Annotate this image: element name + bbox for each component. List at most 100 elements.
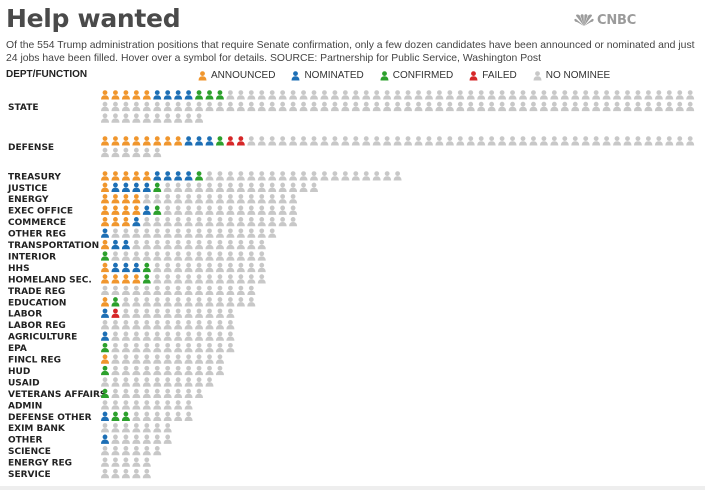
person-symbol-none[interactable] [299, 171, 308, 181]
person-symbol-none[interactable] [310, 136, 318, 146]
person-symbol-none[interactable] [257, 239, 266, 250]
person-symbol-none[interactable] [613, 136, 622, 146]
person-symbol-nominated[interactable] [195, 136, 204, 146]
person-symbol-none[interactable] [101, 101, 109, 112]
person-symbol-none[interactable] [581, 90, 590, 100]
person-symbol-announced[interactable] [101, 262, 109, 273]
person-symbol-announced[interactable] [101, 90, 109, 100]
person-symbol-none[interactable] [278, 217, 287, 227]
person-symbol-none[interactable] [341, 90, 350, 100]
person-symbol-none[interactable] [132, 251, 141, 261]
person-symbol-none[interactable] [257, 136, 266, 146]
person-symbol-none[interactable] [236, 239, 245, 250]
person-symbol-none[interactable] [142, 217, 151, 227]
person-symbol-announced[interactable] [142, 171, 151, 181]
person-symbol-none[interactable] [550, 101, 559, 112]
person-symbol-none[interactable] [665, 90, 674, 100]
person-symbol-none[interactable] [132, 331, 141, 341]
person-symbol-none[interactable] [393, 101, 402, 112]
person-symbol-none[interactable] [121, 101, 130, 112]
person-symbol-none[interactable] [132, 400, 141, 410]
person-symbol-none[interactable] [341, 136, 350, 146]
person-symbol-none[interactable] [132, 239, 141, 250]
person-symbol-none[interactable] [153, 297, 162, 307]
person-symbol-none[interactable] [163, 205, 172, 215]
person-symbol-none[interactable] [362, 101, 371, 112]
person-symbol-none[interactable] [184, 377, 193, 387]
person-symbol-none[interactable] [215, 239, 224, 250]
person-symbol-none[interactable] [101, 446, 109, 456]
person-symbol-none[interactable] [508, 90, 517, 100]
person-symbol-none[interactable] [174, 285, 183, 295]
person-symbol-none[interactable] [592, 101, 601, 112]
person-symbol-nominated[interactable] [205, 136, 214, 146]
person-symbol-none[interactable] [195, 274, 204, 284]
person-symbol-none[interactable] [508, 101, 517, 112]
person-symbol-none[interactable] [101, 468, 109, 479]
person-symbol-none[interactable] [184, 297, 193, 307]
person-symbol-none[interactable] [310, 182, 318, 192]
person-symbol-none[interactable] [236, 101, 245, 112]
person-symbol-none[interactable] [111, 228, 120, 238]
person-symbol-none[interactable] [153, 251, 162, 261]
person-symbol-announced[interactable] [101, 217, 109, 227]
person-symbol-none[interactable] [121, 446, 130, 456]
person-symbol-none[interactable] [174, 228, 183, 238]
person-symbol-none[interactable] [163, 400, 172, 410]
person-symbol-none[interactable] [686, 136, 695, 146]
person-symbol-none[interactable] [132, 297, 141, 307]
person-symbol-none[interactable] [330, 90, 339, 100]
person-symbol-none[interactable] [644, 136, 653, 146]
person-symbol-confirmed[interactable] [101, 365, 109, 376]
person-symbol-none[interactable] [226, 205, 235, 215]
person-symbol-none[interactable] [184, 354, 193, 364]
person-symbol-none[interactable] [226, 194, 235, 204]
person-symbol-none[interactable] [487, 101, 496, 112]
person-symbol-none[interactable] [111, 423, 120, 433]
person-symbol-none[interactable] [330, 136, 339, 146]
person-symbol-none[interactable] [215, 182, 224, 192]
person-symbol-none[interactable] [372, 136, 381, 146]
person-symbol-none[interactable] [184, 342, 193, 353]
person-symbol-none[interactable] [153, 365, 162, 376]
person-symbol-none[interactable] [665, 136, 674, 146]
person-symbol-announced[interactable] [101, 136, 109, 146]
person-symbol-none[interactable] [257, 194, 266, 204]
person-symbol-none[interactable] [539, 101, 548, 112]
person-symbol-none[interactable] [226, 285, 235, 295]
person-symbol-none[interactable] [195, 297, 204, 307]
person-symbol-none[interactable] [142, 285, 151, 295]
person-symbol-none[interactable] [205, 262, 214, 273]
person-symbol-none[interactable] [581, 101, 590, 112]
person-symbol-none[interactable] [174, 331, 183, 341]
person-symbol-none[interactable] [132, 457, 141, 467]
person-symbol-none[interactable] [424, 101, 433, 112]
person-symbol-none[interactable] [560, 101, 569, 112]
person-symbol-none[interactable] [111, 388, 120, 399]
person-symbol-none[interactable] [184, 262, 193, 273]
person-symbol-none[interactable] [121, 377, 130, 387]
person-symbol-none[interactable] [247, 182, 256, 192]
person-symbol-none[interactable] [330, 101, 339, 112]
person-symbol-none[interactable] [205, 205, 214, 215]
person-symbol-none[interactable] [163, 274, 172, 284]
person-symbol-nominated[interactable] [184, 171, 193, 181]
person-symbol-none[interactable] [226, 171, 235, 181]
person-symbol-none[interactable] [289, 182, 298, 192]
person-symbol-none[interactable] [205, 320, 214, 330]
person-symbol-none[interactable] [111, 342, 120, 353]
person-symbol-none[interactable] [195, 262, 204, 273]
person-symbol-confirmed[interactable] [121, 411, 130, 421]
person-symbol-nominated[interactable] [184, 90, 193, 100]
person-symbol-none[interactable] [142, 423, 151, 433]
person-symbol-none[interactable] [278, 90, 287, 100]
person-symbol-none[interactable] [477, 136, 486, 146]
person-symbol-announced[interactable] [121, 205, 130, 215]
person-symbol-none[interactable] [174, 101, 183, 112]
person-symbol-none[interactable] [372, 101, 381, 112]
person-symbol-none[interactable] [184, 101, 193, 112]
person-symbol-none[interactable] [174, 308, 183, 318]
person-symbol-none[interactable] [132, 434, 141, 444]
person-symbol-none[interactable] [236, 171, 245, 181]
person-symbol-none[interactable] [142, 457, 151, 467]
